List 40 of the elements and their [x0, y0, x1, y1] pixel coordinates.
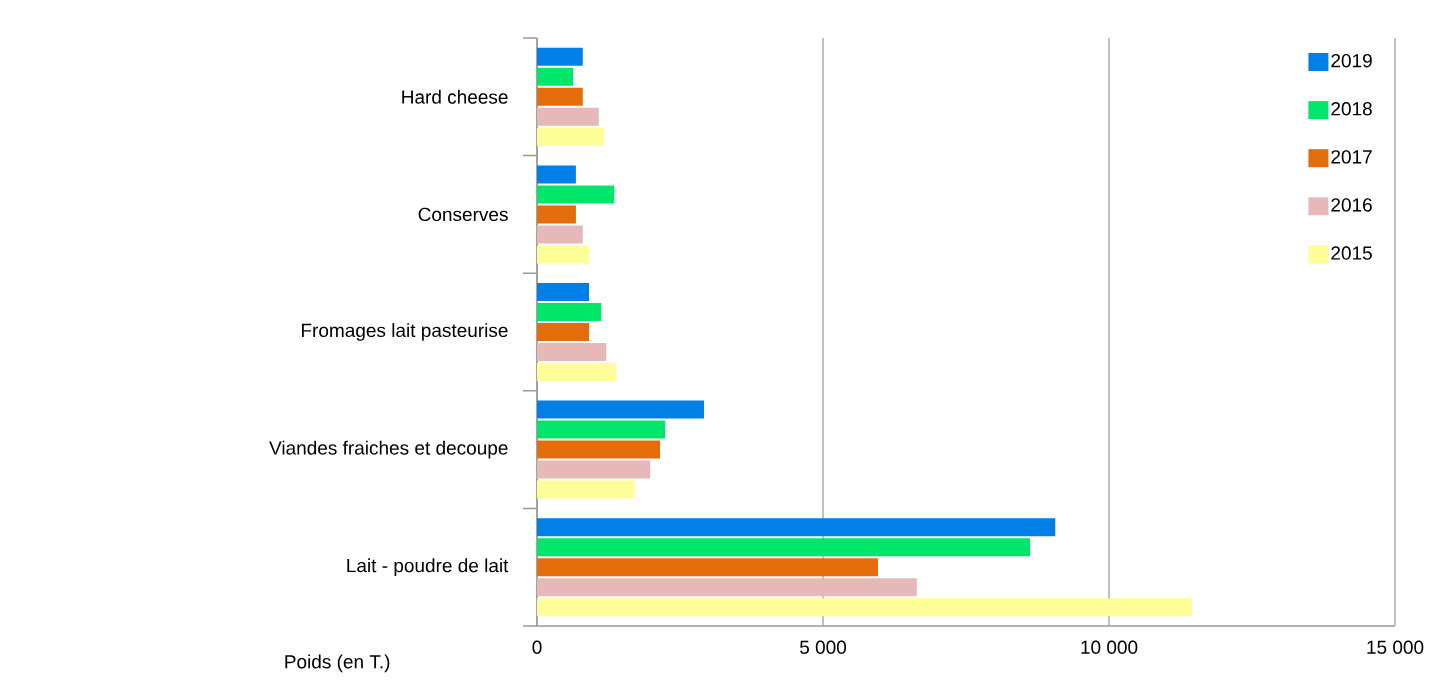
y-tick-label: Fromages lait pasteurise	[302, 323, 508, 341]
bar	[537, 165, 576, 184]
y-tick-label: Lait - poudre de lait	[347, 558, 509, 577]
x-tick-label: 10 000	[1081, 640, 1138, 654]
x-axis-title: Poids (en T.)	[285, 654, 390, 673]
legend-label: 2018	[1331, 102, 1372, 116]
bar	[537, 67, 574, 86]
x-tick-label: 5 000	[800, 640, 847, 654]
bar	[537, 87, 583, 106]
bar	[537, 283, 590, 302]
bar	[537, 47, 583, 66]
legend-label: 2016	[1331, 198, 1372, 212]
bar	[537, 598, 1192, 617]
bar	[537, 578, 917, 597]
bar	[537, 127, 604, 146]
bar	[537, 322, 590, 341]
bar	[537, 518, 1056, 537]
bar	[537, 480, 635, 499]
y-tick-label: Hard cheese	[402, 89, 508, 104]
bar	[537, 440, 660, 459]
bar	[537, 225, 583, 244]
legend-label: 2017	[1331, 150, 1372, 164]
bar	[537, 205, 576, 224]
bar	[537, 342, 607, 361]
bar	[537, 538, 1031, 557]
bar	[537, 420, 666, 439]
y-tick-label: Viandes fraiches et decoupe	[269, 440, 508, 459]
bar	[537, 107, 599, 126]
y-tick-label: Conserves	[418, 207, 508, 222]
bar	[537, 245, 590, 264]
bar	[537, 558, 878, 577]
bar	[537, 303, 602, 321]
bar	[537, 400, 705, 419]
bar	[537, 362, 616, 381]
legend-label: 2019	[1331, 53, 1372, 68]
x-tick-label: 0	[532, 640, 542, 654]
legend-label: 2015	[1331, 246, 1372, 260]
bar	[537, 460, 651, 479]
bar	[537, 185, 615, 204]
x-tick-label: 15 000	[1367, 640, 1424, 654]
